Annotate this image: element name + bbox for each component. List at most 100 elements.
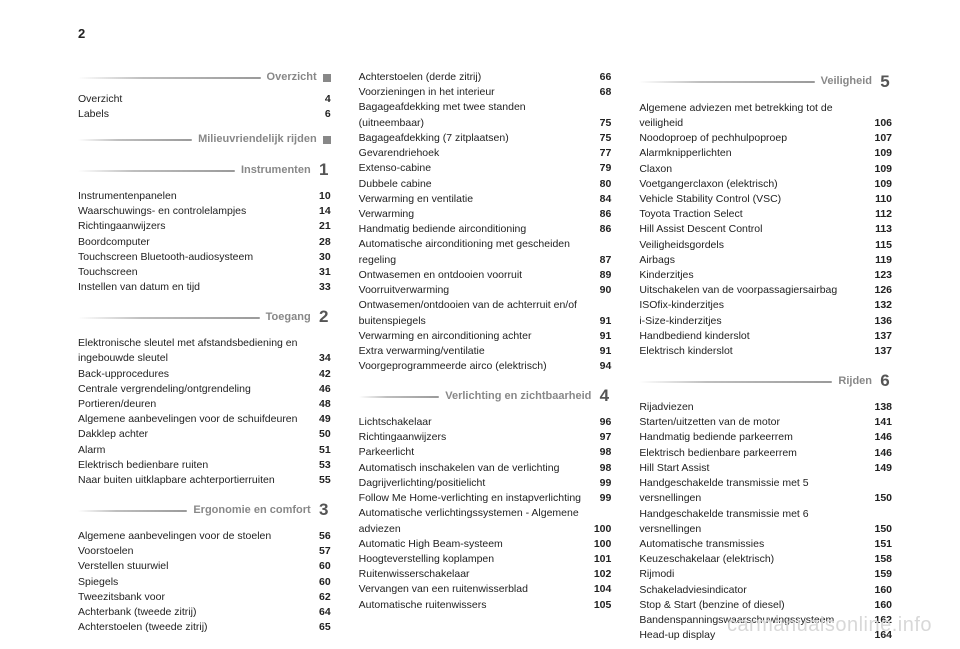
toc-label: Keuzeschakelaar (elektrisch) — [639, 552, 864, 567]
toc-label: Stop & Start (benzine of diesel) — [639, 598, 864, 613]
toc-row: Achterstoelen (derde zitrij)66 — [359, 70, 612, 85]
toc-label: Voorruitverwarming — [359, 283, 590, 298]
toc-row: Naar buiten uitklapbare achterportierrui… — [78, 473, 331, 488]
toc-row: Elektrisch bedienbare ruiten53 — [78, 458, 331, 473]
toc-row: Achterstoelen (tweede zitrij) 65 — [78, 620, 331, 635]
toc-row: Vehicle Stability Control (VSC)110 — [639, 192, 892, 207]
toc-label: Richtingaanwijzers — [359, 430, 590, 445]
toc-row: Toyota Traction Select112 — [639, 207, 892, 222]
toc-page: 106 — [874, 116, 892, 131]
toc-page: 94 — [600, 359, 612, 374]
toc-row: Rijadviezen138 — [639, 400, 892, 415]
toc-page: 150 — [874, 522, 892, 537]
toc-row: ISOfix-kinderzitjes132 — [639, 298, 892, 313]
toc-page: 126 — [874, 283, 892, 298]
toc-label: Handmatig bediende parkeerrem — [639, 430, 864, 445]
toc-row: Uitschakelen van de voorpassagiersairbag… — [639, 283, 892, 298]
toc-row: Extenso-cabine79 — [359, 161, 612, 176]
toc-row: Ontwasemen en ontdooien voorruit89 — [359, 268, 612, 283]
toc-label: Parkeerlicht — [359, 445, 590, 460]
toc-row: Automatische verlichtingssystemen - Alge… — [359, 506, 612, 536]
toc-row: Verwarming en ventilatie84 — [359, 192, 612, 207]
toc-page: 55 — [319, 473, 331, 488]
toc-label: Achterstoelen (tweede zitrij) — [78, 620, 309, 635]
toc-label: Lichtschakelaar — [359, 415, 590, 430]
toc-row: Verstellen stuurwiel60 — [78, 559, 331, 574]
toc-label: Hill Assist Descent Control — [639, 222, 865, 237]
section-title: Overzicht — [267, 70, 317, 86]
toc-page: 110 — [875, 192, 892, 207]
toc-page: 98 — [600, 445, 612, 460]
toc-row: Automatic High Beam-systeem100 — [359, 537, 612, 552]
toc-row: Elektrisch bedienbare parkeerrem146 — [639, 446, 892, 461]
toc-row: Voetgangerclaxon (elektrisch)109 — [639, 177, 892, 192]
toc-page: 151 — [874, 537, 892, 552]
toc-row: Achterbank (tweede zitrij)64 — [78, 605, 331, 620]
toc-label: Handgeschakelde transmissie met 5 versne… — [639, 476, 864, 506]
toc-row: Voorgeprogrammeerde airco (elektrisch) 94 — [359, 359, 612, 374]
toc-row: Voorzieningen in het interieur68 — [359, 85, 612, 100]
toc-row: Back-upprocedures42 — [78, 367, 331, 382]
toc-row: Bagageafdekking met twee standen (uitnee… — [359, 100, 612, 130]
toc-row: Extra verwarming/ventilatie91 — [359, 344, 612, 359]
toc-label: Instellen van datum en tijd — [78, 280, 309, 295]
toc-page: 10 — [319, 189, 331, 204]
toc-label: Labels — [78, 107, 315, 122]
toc-row: Dubbele cabine 80 — [359, 177, 612, 192]
toc-label: Uitschakelen van de voorpassagiersairbag — [639, 283, 864, 298]
toc-label: Verwarming — [359, 207, 590, 222]
section-header: Ergonomie en comfort3 — [78, 498, 331, 523]
section-marker-square — [323, 136, 331, 144]
toc-label: Voorgeprogrammeerde airco (elektrisch) — [359, 359, 590, 374]
toc-row: Algemene aanbevelingen voor de stoelen56 — [78, 529, 331, 544]
section-number: 2 — [317, 305, 331, 330]
toc-label: Bagageafdekking met twee standen (uitnee… — [359, 100, 590, 130]
toc-page: 119 — [875, 253, 892, 268]
section-title: Toegang — [266, 310, 311, 326]
toc-page: 57 — [319, 544, 331, 559]
toc-page: 65 — [319, 620, 331, 635]
toc-page: 113 — [875, 222, 892, 237]
toc-row: Touchscreen31 — [78, 265, 331, 280]
toc-label: ISOfix-kinderzitjes — [639, 298, 864, 313]
toc-row: Waarschuwings- en controlelampjes14 — [78, 204, 331, 219]
toc-label: Boordcomputer — [78, 235, 309, 250]
toc-page: 31 — [319, 265, 331, 280]
section-header: Milieuvriendelijk rijden — [78, 132, 331, 148]
toc-label: Achterbank (tweede zitrij) — [78, 605, 309, 620]
toc-label: Spiegels — [78, 575, 309, 590]
toc-page: 28 — [319, 235, 331, 250]
toc-row: Tweezitsbank voor62 — [78, 590, 331, 605]
toc-row: Handmatig bediende airconditioning86 — [359, 222, 612, 237]
toc-row: Starten/uitzetten van de motor141 — [639, 415, 892, 430]
toc-page: 66 — [600, 70, 612, 85]
toc-label: Ruitenwisserschakelaar — [359, 567, 584, 582]
toc-label: Dakklep achter — [78, 427, 309, 442]
toc-page: 86 — [600, 207, 612, 222]
toc-label: Handmatig bediende airconditioning — [359, 222, 590, 237]
toc-page: 109 — [874, 177, 892, 192]
section-rule — [639, 81, 814, 83]
toc-page: 30 — [319, 250, 331, 265]
toc-label: Richtingaanwijzers — [78, 219, 309, 234]
toc-label: Dubbele cabine — [359, 177, 590, 192]
toc-page: 160 — [874, 598, 892, 613]
toc-page: 100 — [594, 522, 612, 537]
toc-row: Verwarming en airconditioning achter91 — [359, 329, 612, 344]
toc-page: 91 — [600, 329, 612, 344]
toc-page: 80 — [600, 177, 612, 192]
toc-label: Extenso-cabine — [359, 161, 590, 176]
toc-row: Parkeerlicht 98 — [359, 445, 612, 460]
toc-row: Automatische transmissies151 — [639, 537, 892, 552]
toc-label: Rijadviezen — [639, 400, 864, 415]
toc-label: Automatische verlichtingssystemen - Alge… — [359, 506, 584, 536]
toc-row: Alarm51 — [78, 443, 331, 458]
toc-row: Automatische airconditioning met geschei… — [359, 237, 612, 267]
toc-label: Elektrisch bedienbare parkeerrem — [639, 446, 864, 461]
toc-page: 150 — [874, 491, 892, 506]
toc-label: Verstellen stuurwiel — [78, 559, 309, 574]
toc-label: Ontwasemen en ontdooien voorruit — [359, 268, 590, 283]
toc-page: 49 — [319, 412, 331, 427]
toc-label: Hoogteverstelling koplampen — [359, 552, 584, 567]
toc-label: Waarschuwings- en controlelampjes — [78, 204, 309, 219]
